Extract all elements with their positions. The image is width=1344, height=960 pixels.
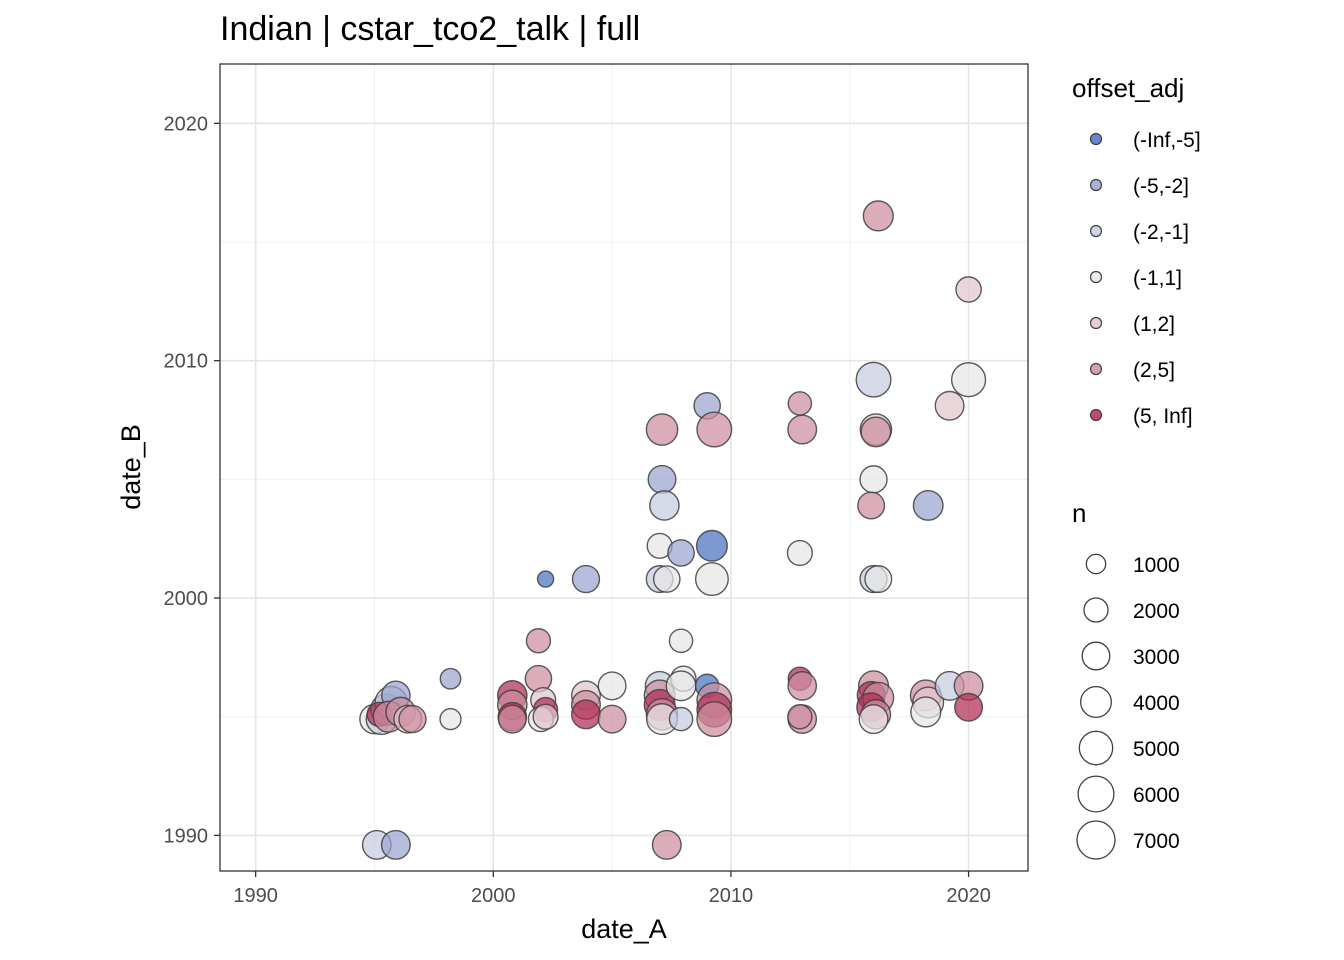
data-point	[912, 490, 944, 521]
data-point	[667, 539, 695, 567]
size-legend: n 1000 2000 3000 4000 5000 6000 7000	[1072, 498, 1180, 860]
size-legend-circle	[1077, 775, 1115, 813]
size-legend-circle	[1083, 597, 1109, 623]
chart-title: Indian | cstar_tco2_talk | full	[220, 10, 640, 48]
legend-label: (-1,1]	[1133, 267, 1182, 290]
size-legend-circle	[1081, 641, 1111, 671]
data-point	[497, 704, 527, 734]
size-legend-label: 4000	[1133, 692, 1180, 715]
size-legend-circle	[1085, 553, 1107, 575]
x-axis: 1990 2000 2010 2020	[233, 871, 991, 907]
data-point	[651, 829, 682, 860]
y-axis-title: date_B	[116, 424, 146, 510]
legend-label: (-Inf,-5]	[1133, 129, 1201, 152]
size-legend-circle	[1076, 820, 1116, 860]
size-legend-circle	[1080, 686, 1112, 718]
plot-border	[219, 63, 1029, 872]
legend-swatch	[1089, 362, 1103, 376]
y-tick-label: 2010	[164, 351, 209, 373]
data-point	[864, 565, 893, 594]
data-point	[645, 413, 679, 446]
x-tick-label: 1990	[233, 885, 278, 907]
legend-label: (-5,-2]	[1133, 175, 1189, 198]
data-point	[694, 562, 729, 597]
x-tick-label: 2010	[709, 885, 754, 907]
x-tick-label: 2020	[946, 885, 991, 907]
data-point	[858, 704, 889, 735]
data-point	[525, 628, 552, 654]
data-point	[668, 628, 694, 654]
data-point	[597, 704, 627, 734]
data-point	[786, 539, 813, 567]
size-legend-title: n	[1072, 498, 1086, 528]
y-tick-label: 1990	[164, 825, 209, 847]
legend-label: (5, Inf]	[1133, 405, 1193, 428]
data-point	[855, 361, 892, 398]
data-point	[696, 411, 733, 448]
legend-label: (-2,-1]	[1133, 221, 1189, 244]
legend-swatch	[1089, 316, 1103, 330]
plot-background	[220, 64, 1028, 871]
legend-swatch	[1089, 178, 1103, 192]
data-point	[439, 667, 462, 690]
plot-panel	[219, 63, 1029, 872]
grid-lines	[220, 64, 1028, 871]
legend-swatch	[1089, 270, 1103, 284]
legend-swatch	[1089, 132, 1103, 146]
data-point	[597, 671, 627, 701]
size-legend-label: 7000	[1133, 830, 1180, 853]
size-legend-label: 2000	[1133, 600, 1180, 623]
data-point	[532, 703, 559, 730]
data-point	[787, 391, 813, 416]
data-point	[570, 699, 601, 730]
legend-label: (2,5]	[1133, 359, 1175, 382]
data-point	[857, 491, 886, 520]
data-point	[910, 696, 942, 728]
data-point	[860, 416, 892, 448]
y-tick-label: 2020	[164, 113, 209, 135]
size-legend-label: 5000	[1133, 738, 1180, 761]
legend-swatch	[1089, 224, 1103, 238]
data-point	[950, 362, 987, 398]
data-points	[359, 200, 987, 860]
y-tick-label: 2000	[164, 588, 209, 610]
size-legend-label: 6000	[1133, 784, 1180, 807]
data-point	[787, 414, 818, 445]
data-point	[695, 529, 728, 562]
data-point	[536, 570, 555, 588]
size-legend-label: 1000	[1133, 554, 1180, 577]
data-point	[862, 200, 894, 232]
data-point	[398, 704, 427, 734]
data-point	[696, 701, 733, 738]
data-point	[787, 704, 813, 730]
size-legend-circle	[1078, 730, 1114, 766]
data-point	[859, 465, 888, 494]
data-point	[647, 464, 677, 494]
data-point	[955, 276, 982, 303]
y-axis: 1990 2000 2010 2020	[164, 113, 220, 847]
legend-label: (1,2]	[1133, 313, 1175, 336]
x-tick-label: 2000	[471, 885, 516, 907]
data-point	[665, 670, 697, 702]
data-point	[652, 565, 681, 593]
x-axis-title: date_A	[581, 914, 667, 944]
data-point	[954, 692, 984, 722]
legend-swatch	[1089, 408, 1103, 422]
data-point	[934, 390, 965, 421]
data-point	[668, 706, 694, 732]
color-legend-title: offset_adj	[1072, 73, 1184, 103]
color-legend: offset_adj (-Inf,-5] (-5,-2] (-2,-1] (-1,1]…	[1072, 73, 1201, 428]
size-legend-label: 3000	[1133, 646, 1180, 669]
data-point	[380, 829, 411, 860]
data-point	[439, 707, 462, 731]
data-point	[787, 671, 818, 701]
data-point	[571, 564, 601, 594]
data-point	[649, 490, 680, 521]
